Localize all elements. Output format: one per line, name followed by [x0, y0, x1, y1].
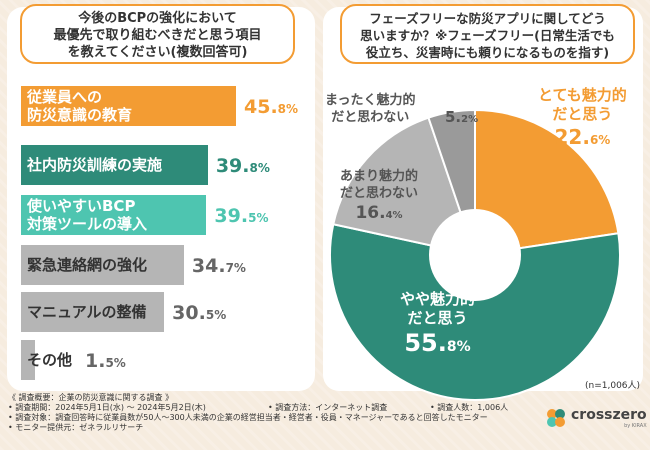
bar-value-label: 39. 5%	[214, 205, 269, 227]
left-question-line: 今後のBCPの強化において	[78, 11, 237, 26]
bar-label: 緊急連絡網の強化	[27, 256, 148, 274]
bar: 社内防災訓練の実施	[21, 145, 208, 185]
pie-slice	[329, 223, 621, 401]
logo-text: crosszero	[571, 407, 647, 423]
right-question-line: フェーズフリーな防災アプリに関してどう	[369, 11, 606, 26]
footer-period: • 調査期間：2024年5月1日(水) ～ 2024年5月2日(木)	[8, 403, 206, 412]
right-question-line: 役立ち、災害時にも頼りになるものを指す)	[365, 45, 610, 60]
pie-slice-label: とても魅力的 だと思う 22.6%	[538, 86, 627, 149]
pie-slice-value: 5.2%	[445, 108, 479, 126]
right-question: フェーズフリーな防災アプリに関してどう 思いますか？※フェーズフリー(日常生活で…	[340, 4, 635, 64]
pie-slice-label: あまり魅力的 だと思わない 16.4%	[340, 169, 419, 223]
footer-target: • 調査対象：調査回答時に従業員数が50人～300人未満の企業の経営担当者・経営…	[8, 413, 488, 422]
bar: 緊急連絡網の強化	[21, 245, 184, 285]
bar-label: 使いやすいBCP 対策ツールの導入	[27, 197, 148, 233]
bar-label: 従業員への 防災意識の教育	[27, 88, 133, 124]
sample-size: (n=1,006人)	[585, 381, 641, 391]
right-question-line: 思いますか？※フェーズフリー(日常生活でも	[360, 28, 615, 43]
left-question-line: 最優先で取り組むべきだと思う項目	[53, 28, 262, 43]
bar: 使いやすいBCP 対策ツールの導入	[21, 195, 207, 235]
bar-label: その他	[27, 351, 73, 369]
pie-center-hole	[429, 209, 521, 301]
bar-value-label: 39. 8%	[215, 155, 270, 177]
pie-slice-label: まったく魅力的 だと思わない	[325, 93, 416, 125]
bar-value-label: 45. 8%	[244, 96, 299, 118]
pie-slice-label: やや魅力的 だと思う 55.8%	[400, 290, 476, 357]
bar-value-label: 1. 5%	[85, 350, 126, 372]
footer-method: • 調査方法：インターネット調査	[268, 403, 388, 412]
bar: 従業員への 防災意識の教育	[21, 86, 236, 126]
bar-label: マニュアルの整備	[27, 303, 147, 321]
footer-title: 《 調査概要：企業の防災意識に関する調査 》	[8, 393, 174, 402]
logo-sub: by KIRAX	[624, 423, 647, 429]
left-question: 今後のBCPの強化において 最優先で取り組むべきだと思う項目 を教えてください(…	[20, 4, 295, 64]
bar-value-label: 30. 5%	[172, 302, 227, 324]
footer-count: • 調査人数：1,006人	[430, 403, 509, 412]
pie-slice	[474, 108, 620, 257]
bar: マニュアルの整備	[21, 292, 165, 332]
bar-label: 社内防災訓練の実施	[27, 156, 163, 174]
left-question-line: を教えてください(複数回答可)	[67, 45, 248, 60]
crosszero-logo-icon	[547, 409, 565, 427]
bar-value-label: 34. 7%	[191, 255, 246, 277]
bar: その他	[21, 340, 72, 380]
footer-provider: • モニター提供元：ゼネラルリサーチ	[8, 423, 144, 432]
crosszero-logo: crosszero by KIRAX	[545, 407, 647, 429]
